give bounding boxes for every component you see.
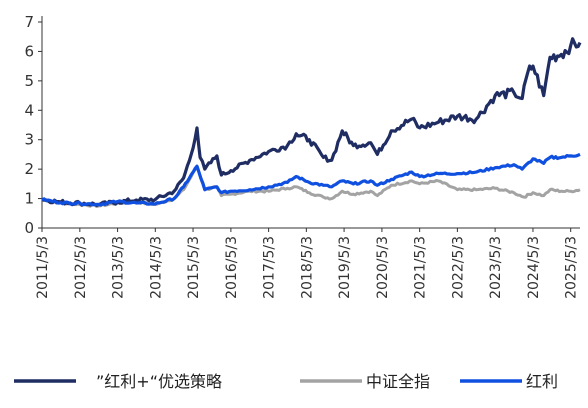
x-tick-label: 2021/5/3 — [413, 236, 429, 299]
series-line-2 — [41, 152, 581, 207]
legend-label-0: ”红利+“优选策略 — [96, 372, 222, 391]
y-tick-label: 2 — [24, 160, 34, 178]
series-line-0 — [41, 37, 582, 207]
y-tick-label: 1 — [24, 190, 34, 208]
x-tick-label: 2019/5/3 — [337, 236, 353, 299]
y-tick-label: 3 — [24, 131, 34, 149]
x-tick-label: 2024/5/3 — [526, 236, 542, 299]
x-tick-label: 2014/5/3 — [148, 236, 164, 299]
x-tick-label: 2011/5/3 — [35, 236, 51, 299]
y-tick-label: 4 — [24, 101, 34, 119]
x-tick-label: 2012/5/3 — [73, 236, 89, 299]
x-tick-label: 2016/5/3 — [224, 236, 240, 299]
x-tick-label: 2018/5/3 — [299, 236, 315, 299]
x-tick-label: 2020/5/3 — [375, 236, 391, 299]
y-tick-label: 6 — [24, 42, 34, 60]
legend-label-1: 中证全指 — [366, 372, 430, 391]
x-axis: 2011/5/3 2012/5/3 2013/5/3 2014/5/3 2015/5/3… — [35, 227, 580, 299]
x-tick-label: 2023/5/3 — [488, 236, 504, 299]
x-tick-label: 2022/5/3 — [450, 236, 466, 299]
x-tick-label: 2015/5/3 — [186, 236, 202, 299]
x-tick-label: 2013/5/3 — [111, 236, 127, 299]
y-tick-label: 0 — [24, 219, 34, 237]
x-tick-label: 2025/5/3 — [564, 236, 580, 299]
y-tick-label: 7 — [24, 13, 34, 31]
legend-label-2: 红利 — [526, 372, 558, 391]
x-tick-label: 2017/5/3 — [262, 236, 278, 299]
y-axis: 0 1 2 3 4 5 6 7 — [24, 13, 43, 237]
legend: ”红利+“优选策略 中证全指 红利 — [14, 372, 558, 391]
y-tick-label: 5 — [24, 72, 34, 90]
plot-area — [41, 37, 582, 208]
